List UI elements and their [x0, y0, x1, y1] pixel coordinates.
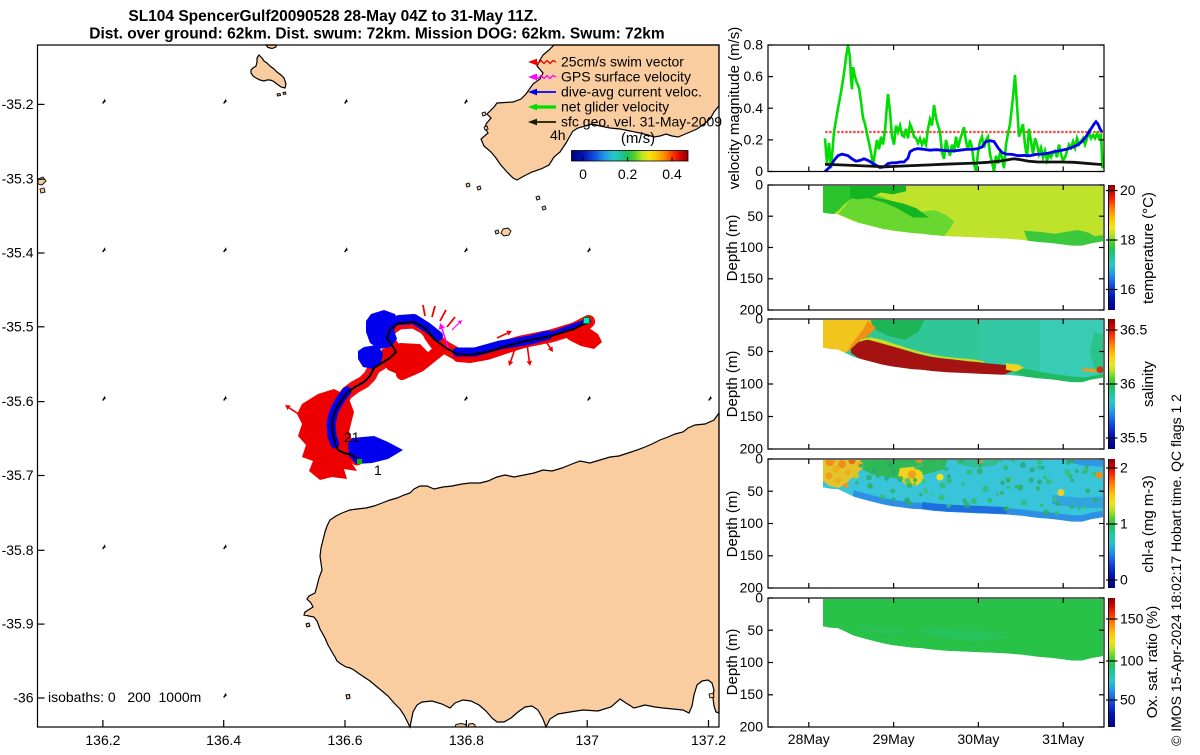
- svg-text:200: 200: [740, 719, 764, 735]
- svg-text:200: 200: [740, 580, 764, 596]
- svg-text:net glider velocity: net glider velocity: [561, 99, 669, 115]
- svg-text:50: 50: [1120, 692, 1136, 708]
- svg-text:0: 0: [755, 177, 763, 193]
- svg-text:-35.3: -35.3: [2, 171, 34, 187]
- svg-text:Ox. sat. ratio (%): Ox. sat. ratio (%): [1144, 606, 1161, 719]
- svg-text:-35.8: -35.8: [2, 542, 34, 558]
- svg-text:31May: 31May: [1042, 731, 1084, 747]
- svg-text:150: 150: [1120, 611, 1144, 627]
- svg-text:16: 16: [1120, 281, 1136, 297]
- svg-text:50: 50: [747, 208, 763, 224]
- svg-text:Dist. over ground: 62km. Dist.: Dist. over ground: 62km. Dist. swum: 72k…: [89, 26, 664, 43]
- svg-text:salinity: salinity: [1140, 361, 1157, 407]
- svg-text:dive-avg current veloc.: dive-avg current veloc.: [561, 84, 702, 100]
- svg-text:50: 50: [747, 483, 763, 499]
- svg-text:0.4: 0.4: [662, 166, 682, 182]
- svg-text:0.2: 0.2: [744, 131, 764, 147]
- svg-text:Depth (m): Depth (m): [724, 491, 741, 558]
- svg-text:100: 100: [740, 654, 764, 670]
- svg-text:100: 100: [1120, 653, 1144, 669]
- svg-text:-35.4: -35.4: [2, 245, 34, 261]
- svg-text:-35.6: -35.6: [2, 393, 34, 409]
- svg-text:Depth (m): Depth (m): [724, 215, 741, 282]
- svg-text:30May: 30May: [957, 731, 999, 747]
- svg-text:200: 200: [740, 302, 764, 318]
- svg-text:20: 20: [1120, 182, 1136, 198]
- svg-text:28May: 28May: [788, 731, 830, 747]
- svg-text:0.6: 0.6: [744, 68, 764, 84]
- svg-text:chl-a (mg m-3): chl-a (mg m-3): [1140, 475, 1157, 573]
- svg-text:0: 0: [1120, 572, 1128, 588]
- svg-text:29May: 29May: [873, 731, 915, 747]
- svg-text:18: 18: [1120, 232, 1136, 248]
- svg-text:25cm/s swim vector: 25cm/s swim vector: [561, 54, 684, 70]
- svg-text:150: 150: [740, 270, 764, 286]
- svg-text:100: 100: [740, 376, 764, 392]
- svg-text:0: 0: [755, 163, 763, 179]
- svg-text:137: 137: [576, 732, 600, 748]
- svg-text:© IMOS 15-Apr-2024 18:02:17 Ho: © IMOS 15-Apr-2024 18:02:17 Hobart time.…: [1168, 394, 1184, 746]
- svg-text:50: 50: [747, 622, 763, 638]
- svg-text:136.4: 136.4: [206, 732, 241, 748]
- svg-text:-35.5: -35.5: [2, 318, 34, 334]
- svg-text:0: 0: [579, 166, 587, 182]
- svg-text:GPS surface velocity: GPS surface velocity: [561, 69, 691, 85]
- svg-text:velocity magnitude (m/s): velocity magnitude (m/s): [726, 27, 743, 190]
- svg-text:200: 200: [740, 441, 764, 457]
- svg-text:isobaths: 0 200 1000m: isobaths: 0 200 1000m: [48, 689, 201, 705]
- svg-text:sfc geo. vel. 31-May-2009: sfc geo. vel. 31-May-2009: [561, 114, 722, 130]
- svg-text:-36: -36: [13, 690, 33, 706]
- svg-text:Depth (m): Depth (m): [724, 629, 741, 696]
- svg-text:temperature (°C): temperature (°C): [1140, 192, 1157, 304]
- svg-text:150: 150: [740, 686, 764, 702]
- svg-text:21: 21: [344, 429, 360, 445]
- svg-text:Depth (m): Depth (m): [724, 351, 741, 418]
- svg-text:36.5: 36.5: [1120, 322, 1147, 338]
- svg-text:0: 0: [755, 311, 763, 327]
- svg-text:50: 50: [747, 343, 763, 359]
- svg-text:SL104 SpencerGulf20090528 28-M: SL104 SpencerGulf20090528 28-May 04Z to …: [128, 8, 537, 25]
- svg-text:0.2: 0.2: [618, 166, 638, 182]
- svg-text:-35.2: -35.2: [2, 96, 34, 112]
- svg-text:(m/s): (m/s): [621, 130, 655, 147]
- svg-text:0.4: 0.4: [744, 100, 764, 116]
- svg-text:136.8: 136.8: [449, 732, 484, 748]
- svg-text:4h: 4h: [550, 127, 566, 143]
- svg-text:0: 0: [755, 590, 763, 606]
- svg-text:1: 1: [374, 462, 382, 478]
- svg-text:137.2: 137.2: [691, 732, 726, 748]
- svg-text:100: 100: [740, 239, 764, 255]
- svg-text:0: 0: [755, 451, 763, 467]
- svg-text:136.6: 136.6: [327, 732, 362, 748]
- svg-text:100: 100: [740, 515, 764, 531]
- svg-text:2: 2: [1120, 460, 1128, 476]
- svg-text:150: 150: [740, 408, 764, 424]
- svg-text:-35.9: -35.9: [2, 616, 34, 632]
- svg-text:136.2: 136.2: [85, 732, 120, 748]
- svg-text:1: 1: [1120, 516, 1128, 532]
- svg-text:-35.7: -35.7: [2, 467, 34, 483]
- svg-text:36: 36: [1120, 376, 1136, 392]
- svg-text:150: 150: [740, 547, 764, 563]
- svg-text:0.8: 0.8: [744, 37, 764, 53]
- svg-text:35.5: 35.5: [1120, 430, 1147, 446]
